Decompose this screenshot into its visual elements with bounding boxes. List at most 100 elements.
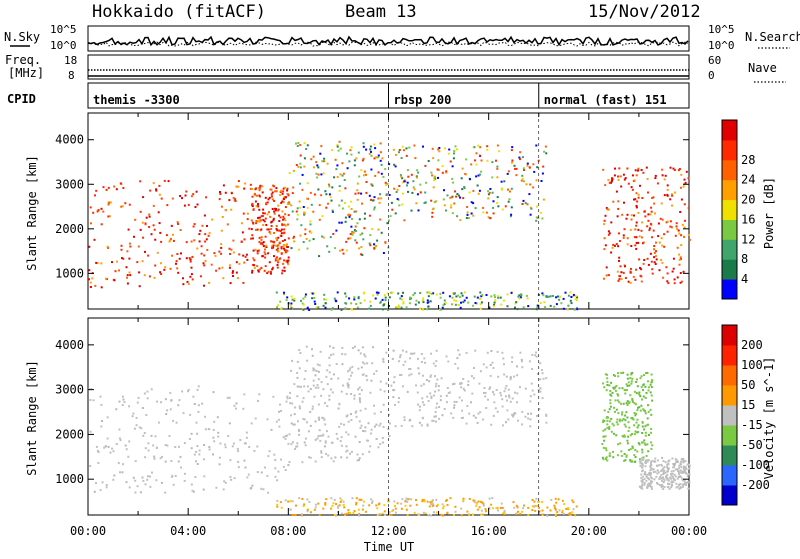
velocity-echo-cell [399,374,401,376]
velocity-echo-cell [626,442,629,445]
velocity-echo-cell [190,447,193,450]
velocity-echo-cell [662,476,665,479]
power-echo-cell [220,252,223,255]
power-colorbar-segment [722,279,737,300]
velocity-echo-cell [368,504,371,507]
power-echo-cell [271,247,273,250]
power-echo-cell [261,185,264,188]
velocity-echo-cell [602,435,605,438]
power-echo-cell [622,236,625,239]
velocity-echo-cell [614,410,616,413]
power-echo-cell [546,296,549,298]
velocity-echo-cell [361,361,364,364]
power-echo-cell [260,228,263,231]
velocity-echo-cell [419,405,421,408]
power-echo-cell [179,195,182,197]
power-echo-cell [185,241,188,244]
velocity-echo-cell [358,398,361,401]
power-colorbar-tick-label: 8 [741,252,748,266]
power-echo-cell [293,240,296,243]
velocity-echo-cell [661,468,664,471]
power-echo-cell [346,167,349,170]
velocity-echo-cell [95,445,98,448]
power-echo-cell [472,202,475,205]
power-echo-cell [392,148,395,151]
power-echo-cell [176,221,179,224]
velocity-echo-cell [513,375,516,378]
power-echo-cell [344,292,347,295]
power-echo-cell [369,304,372,307]
velocity-echo-cell [650,381,653,384]
power-echo-cell [637,193,640,196]
velocity-echo-cell [301,461,304,464]
power-echo-cell [499,296,502,299]
power-echo-cell [603,219,606,222]
power-echo-cell [461,188,464,191]
power-echo-cell [442,291,445,294]
power-echo-cell [260,215,263,218]
velocity-echo-cell [245,436,248,439]
velocity-echo-cell [361,346,364,349]
power-echo-cell [323,160,325,163]
velocity-echo-cell [368,450,371,453]
velocity-echo-cell [607,411,610,413]
power-echo-cell [374,174,377,177]
velocity-echo-cell [681,470,684,473]
power-echo-cell [422,145,424,148]
velocity-echo-cell [354,411,357,414]
power-echo-cell [637,211,640,214]
power-echo-cell [279,300,282,303]
velocity-echo-cell [373,404,375,407]
power-echo-cell [634,228,637,231]
velocity-echo-cell [468,412,471,415]
power-echo-cell [607,274,610,277]
velocity-echo-cell [314,506,317,509]
velocity-echo-cell [610,394,613,397]
power-echo-cell [644,215,647,218]
power-echo-cell [280,232,283,235]
power-echo-cell [361,159,364,162]
velocity-colorbar-segment [722,325,737,346]
power-echo-cell [415,175,418,178]
velocity-echo-cell [529,418,532,421]
power-echo-cell [362,157,365,160]
power-echo-cell [536,166,539,169]
power-echo-cell [287,214,290,217]
velocity-echo-cell [549,509,552,512]
power-echo-cell [287,263,290,266]
power-echo-cell [618,259,620,262]
power-echo-cell [630,267,632,270]
velocity-echo-cell [428,380,431,383]
velocity-echo-cell [659,476,662,478]
power-echo-cell [626,213,629,216]
velocity-echo-cell [688,463,690,466]
velocity-echo-cell [369,445,372,448]
power-echo-cell [359,233,362,236]
power-echo-cell [377,154,380,157]
power-echo-cell [449,196,452,199]
power-echo-cell [91,277,94,280]
velocity-echo-cell [169,408,172,411]
velocity-echo-cell [467,384,470,386]
power-echo-cell [281,192,284,195]
velocity-echo-cell [649,408,652,411]
power-echo-cell [373,206,376,209]
velocity-echo-cell [480,513,483,516]
power-echo-cell [129,274,132,277]
power-echo-cell [432,157,435,160]
power-echo-cell [496,196,499,199]
power-echo-cell [155,189,158,192]
power-echo-cell [243,187,246,190]
power-echo-cell [287,223,289,226]
power-echo-cell [382,303,385,306]
velocity-echo-cell [666,466,669,469]
power-echo-cell [478,154,481,157]
velocity-echo-cell [569,513,572,516]
velocity-echo-cell [250,487,253,489]
power-echo-cell [147,254,150,257]
power-echo-cell [256,204,259,207]
velocity-echo-cell [641,448,644,451]
velocity-echo-cell [345,392,348,395]
power-echo-cell [453,299,456,302]
velocity-echo-cell [430,514,432,517]
